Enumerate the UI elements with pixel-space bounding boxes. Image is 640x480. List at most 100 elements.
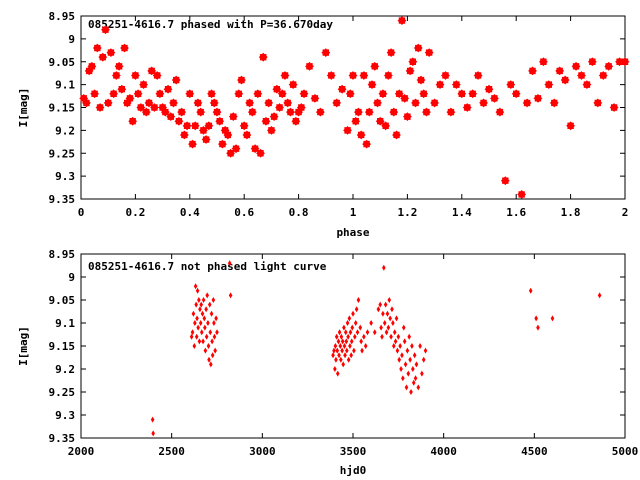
x-tick-label: 0.8: [289, 206, 309, 219]
data-point: [185, 89, 195, 99]
data-point: [218, 139, 227, 149]
data-point: [362, 139, 371, 149]
data-point: [227, 260, 232, 267]
data-point: [334, 333, 339, 340]
data-point: [215, 329, 219, 336]
data-point: [430, 98, 439, 108]
data-point: [522, 98, 532, 108]
data-point: [369, 320, 373, 326]
data-point: [190, 121, 200, 131]
data-point: [247, 107, 257, 117]
data-point: [401, 324, 406, 331]
data-point: [604, 61, 614, 71]
data-point: [419, 89, 429, 99]
data-point: [160, 107, 170, 117]
data-point: [397, 356, 402, 363]
data-point: [286, 107, 295, 117]
data-point: [597, 292, 602, 299]
data-point: [386, 324, 391, 331]
y-axis-label: I[mag]: [17, 326, 30, 366]
data-point: [200, 310, 205, 317]
data-point: [358, 324, 363, 331]
data-point: [349, 352, 353, 359]
data-point: [212, 333, 217, 340]
data-point: [398, 343, 402, 349]
data-point: [457, 89, 467, 99]
data-point: [269, 112, 279, 122]
data-point: [245, 98, 255, 108]
data-point: [360, 347, 364, 354]
data-point: [209, 98, 219, 108]
data-point: [571, 61, 581, 71]
data-point: [544, 80, 554, 90]
data-point: [82, 98, 91, 108]
data-point: [490, 93, 499, 103]
data-point: [339, 356, 343, 363]
unphased-light-curve-plot: 2000 2500 3000 3500 4000 4500 5000 8.95 9 9.05 9.1…: [17, 248, 638, 477]
data-point: [199, 329, 204, 336]
data-point: [215, 116, 225, 126]
data-point: [383, 71, 393, 80]
data-point: [207, 356, 211, 363]
data-point: [389, 333, 393, 340]
data-point: [451, 80, 461, 90]
data-point: [484, 84, 494, 94]
data-point: [283, 98, 293, 108]
y-tick-label: 8.95: [49, 10, 76, 23]
data-point: [414, 361, 419, 368]
data-point: [208, 329, 213, 336]
data-point: [106, 48, 116, 57]
data-point: [214, 315, 218, 322]
data-point: [418, 343, 422, 349]
data-point: [209, 310, 214, 317]
data-point: [392, 329, 397, 336]
chart-title: 085251-4616.7 not phased light curve: [88, 260, 327, 273]
data-point: [194, 301, 198, 308]
data-point: [347, 315, 352, 322]
data-point: [416, 384, 421, 391]
y-tick-label: 9.05: [49, 294, 76, 307]
data-point: [189, 333, 194, 340]
data-point: [411, 379, 416, 386]
data-point: [550, 315, 555, 322]
data-point: [128, 116, 138, 126]
data-point: [401, 375, 405, 382]
data-point: [343, 125, 352, 135]
data-point: [362, 333, 366, 340]
data-point: [388, 315, 392, 322]
data-point: [446, 107, 456, 117]
data-point: [133, 89, 143, 99]
data-point: [98, 52, 108, 62]
data-point: [422, 107, 431, 117]
data-point: [365, 329, 370, 336]
data-point: [332, 347, 336, 354]
data-point: [210, 352, 215, 359]
y-tick-label: 9: [68, 271, 75, 284]
y-tick-label: 9.25: [49, 386, 76, 399]
data-point: [193, 320, 197, 326]
data-point: [549, 98, 559, 108]
data-point: [169, 98, 178, 108]
data-point: [391, 320, 395, 326]
x-tick-label: 1.4: [452, 206, 472, 219]
data-point: [560, 75, 570, 85]
data-point: [205, 292, 210, 299]
data-point: [405, 66, 415, 76]
data-point: [223, 130, 233, 140]
y-tick-label: 9.05: [49, 56, 76, 69]
data-point: [364, 107, 374, 117]
data-point: [348, 343, 352, 349]
data-point: [179, 130, 189, 140]
data-point: [355, 329, 360, 336]
data-point: [533, 93, 543, 103]
data-point: [378, 89, 388, 99]
data-point: [370, 61, 380, 71]
data-point: [343, 329, 348, 336]
data-point: [468, 89, 478, 99]
chart-title: 085251-4616.7 phased with P=36.670day: [88, 18, 333, 31]
data-point: [288, 80, 298, 90]
data-point: [406, 370, 411, 377]
y-tick-label: 9.3: [55, 409, 75, 422]
data-point: [352, 347, 356, 354]
data-point: [203, 324, 207, 331]
